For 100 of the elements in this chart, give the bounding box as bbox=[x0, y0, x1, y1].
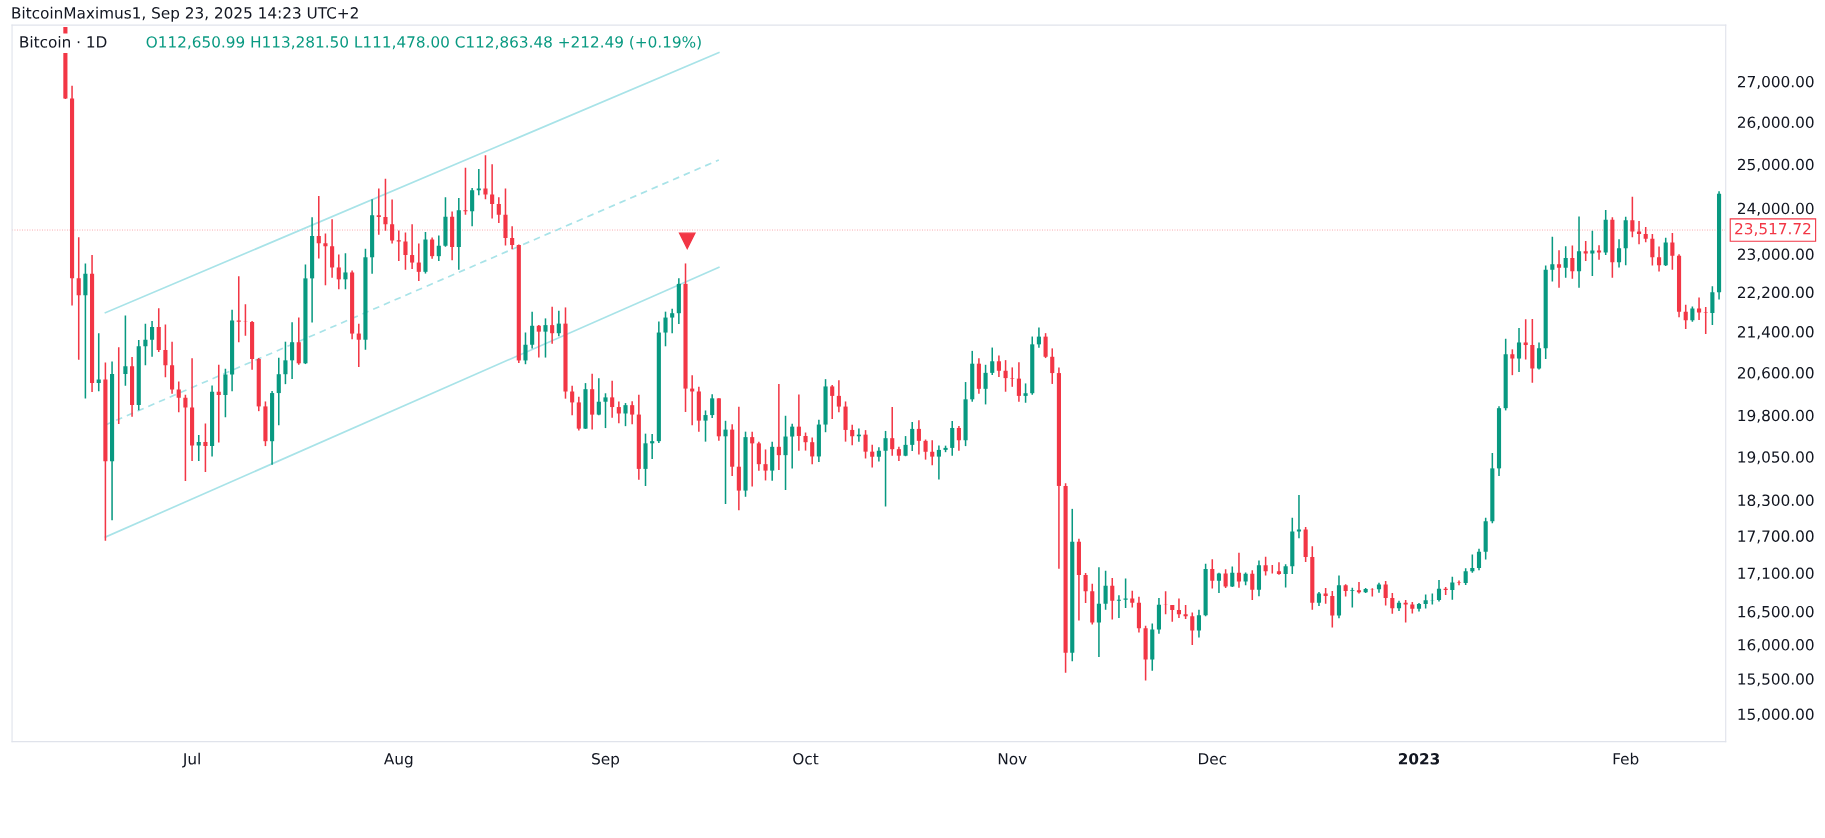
y-tick-label: 15,000.00 bbox=[1738, 708, 1814, 722]
candlestick bbox=[830, 384, 835, 420]
candlestick bbox=[1710, 285, 1715, 326]
candlestick bbox=[1096, 566, 1101, 658]
candlestick bbox=[1550, 236, 1555, 283]
y-tick-label: 25,000.00 bbox=[1737, 158, 1814, 172]
candlestick bbox=[670, 307, 675, 335]
candlestick bbox=[783, 415, 788, 491]
candlestick bbox=[770, 441, 775, 482]
x-tick-label: 2023 bbox=[1398, 753, 1440, 765]
candlestick bbox=[983, 364, 988, 406]
candlestick bbox=[1436, 579, 1442, 603]
candlestick bbox=[390, 198, 395, 245]
candlestick bbox=[316, 195, 321, 260]
candlestick bbox=[470, 187, 475, 228]
candlestick bbox=[1330, 590, 1335, 629]
candlestick bbox=[556, 309, 561, 337]
candlestick bbox=[123, 314, 128, 387]
annotation: O112,650.99 H113,281.50 L111,478.00 C112,863.48 +212.49 (+0.19%) bbox=[146, 35, 701, 50]
text: Bitcoin · 1D bbox=[20, 35, 107, 48]
candlestick bbox=[723, 420, 728, 505]
y-tick-label: 19,800.00 bbox=[1738, 409, 1814, 423]
y-tick-label: 27,000.00 bbox=[1737, 75, 1814, 90]
candlestick bbox=[1350, 587, 1355, 609]
candlestick bbox=[850, 423, 855, 447]
candlestick bbox=[76, 236, 81, 361]
candlestick bbox=[1636, 220, 1642, 246]
candlestick bbox=[936, 444, 941, 481]
y-tick-label: 18,300.00 bbox=[1738, 494, 1814, 508]
candlestick bbox=[1630, 196, 1635, 238]
candlestick bbox=[1563, 245, 1568, 279]
candlestick bbox=[916, 419, 921, 456]
candlestick bbox=[710, 393, 715, 419]
candlestick bbox=[703, 409, 708, 443]
candlestick bbox=[530, 310, 535, 350]
candlestick bbox=[510, 225, 515, 251]
x-tick-label: Jul bbox=[182, 752, 200, 768]
candlestick bbox=[1050, 347, 1055, 385]
candlestick bbox=[216, 364, 221, 444]
candlestick bbox=[1470, 553, 1475, 574]
candlestick bbox=[1263, 555, 1268, 577]
candlestick bbox=[1283, 563, 1288, 589]
y-tick-label: 20,600.00 bbox=[1737, 367, 1814, 381]
candlestick bbox=[1450, 575, 1455, 601]
candlestick bbox=[410, 223, 415, 270]
candlestick bbox=[1576, 215, 1582, 289]
candlestick bbox=[950, 420, 955, 457]
candlestick bbox=[1196, 609, 1202, 639]
candlestick bbox=[756, 441, 761, 472]
candlestick bbox=[336, 253, 341, 291]
candlestick bbox=[536, 324, 541, 359]
candlestick bbox=[776, 383, 781, 471]
candlestick bbox=[736, 406, 741, 512]
candlestick bbox=[990, 346, 995, 376]
candlestick bbox=[503, 187, 508, 247]
candlestick bbox=[1596, 244, 1602, 261]
candlestick bbox=[543, 317, 548, 359]
candlestick bbox=[523, 331, 528, 365]
text: BitcoinMaximus1, Sep 23, 2025 14:23 UTC+2 bbox=[12, 6, 358, 22]
candlestick bbox=[1530, 318, 1535, 384]
candlestick bbox=[176, 380, 181, 414]
candlestick bbox=[603, 392, 608, 429]
candlestick bbox=[550, 305, 555, 345]
candlestick bbox=[803, 431, 808, 452]
x-tick-label: Dec bbox=[1199, 753, 1227, 765]
candlestick bbox=[150, 320, 155, 358]
y-tick-label: 21,400.00 bbox=[1737, 326, 1814, 340]
candlestick bbox=[1110, 577, 1115, 621]
candlestick bbox=[1023, 382, 1028, 404]
y-tick-label: 23,000.00 bbox=[1737, 248, 1814, 262]
candlestick bbox=[290, 321, 295, 380]
candlestick bbox=[1556, 249, 1562, 289]
candlestick bbox=[750, 430, 755, 488]
ref-line-label: 23,517.72 bbox=[1735, 222, 1811, 237]
candlestick bbox=[396, 229, 401, 262]
candlestick bbox=[483, 154, 488, 201]
x-tick-label: Feb bbox=[1613, 752, 1639, 765]
candlestick bbox=[376, 187, 381, 236]
candlestick bbox=[1210, 558, 1215, 590]
candlestick bbox=[843, 400, 848, 443]
candlestick bbox=[236, 275, 241, 344]
candlestick bbox=[403, 231, 408, 271]
candlestick bbox=[1570, 244, 1575, 280]
candlestick bbox=[663, 310, 668, 348]
candlestick bbox=[1476, 547, 1482, 572]
candlestick bbox=[163, 323, 168, 379]
candlestick bbox=[156, 307, 161, 353]
candlestick bbox=[296, 316, 301, 366]
candlestick bbox=[1276, 561, 1282, 576]
candlestick bbox=[383, 177, 388, 232]
candlestick bbox=[1670, 232, 1675, 271]
candlestick bbox=[1696, 296, 1702, 321]
candlestick bbox=[416, 242, 421, 282]
y-tick-label: 26,000.00 bbox=[1737, 116, 1814, 130]
candlestick bbox=[83, 262, 88, 400]
candlestick bbox=[1216, 571, 1222, 594]
candlestick bbox=[1103, 570, 1108, 611]
x-tick-label: Nov bbox=[998, 753, 1027, 765]
candlestick bbox=[1223, 568, 1228, 589]
candlestick bbox=[1663, 236, 1668, 267]
